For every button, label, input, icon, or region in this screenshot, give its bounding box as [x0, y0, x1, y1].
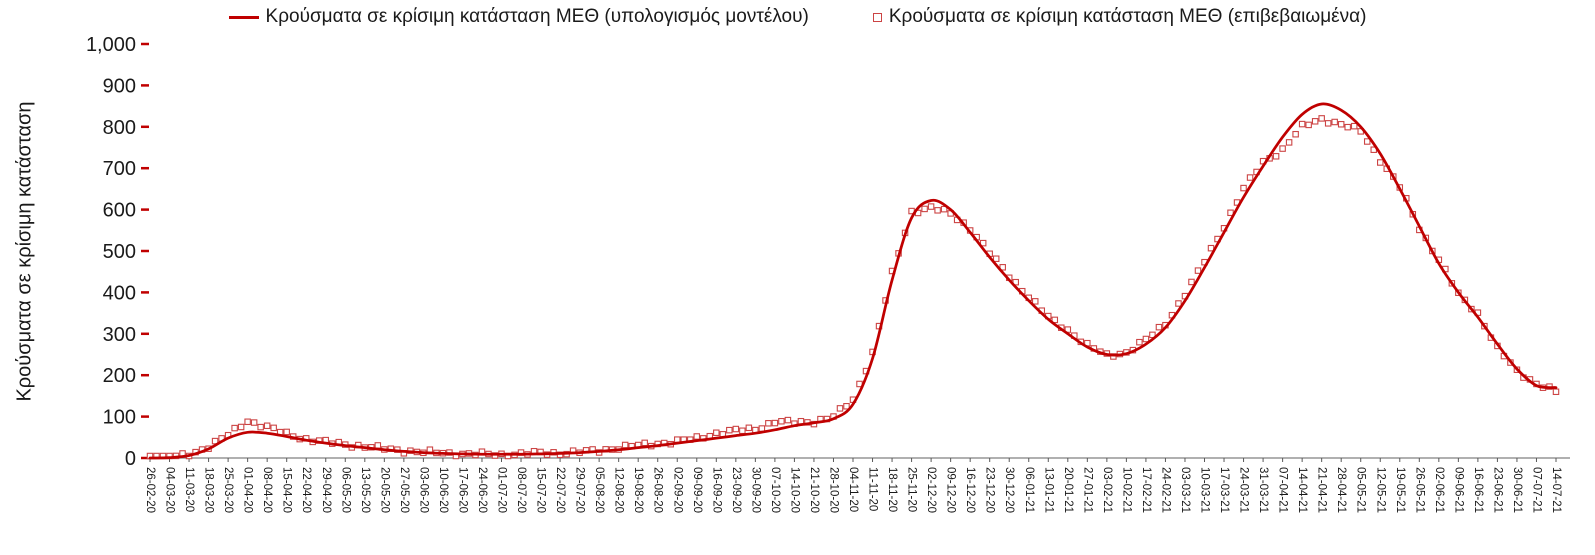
- x-tick-label: 12-05-21: [1374, 467, 1386, 513]
- x-tick-label: 08-04-20: [261, 467, 273, 513]
- x-tick-label: 09-09-20: [691, 467, 703, 513]
- y-tick-label: 400: [103, 282, 136, 304]
- x-tick-label: 14-07-21: [1550, 467, 1562, 513]
- y-tick-label: 500: [103, 241, 136, 263]
- series-model-line: [148, 102, 1558, 460]
- y-tick-label: 900: [103, 75, 136, 97]
- confirmed-square-swatch: [872, 12, 882, 22]
- x-tick-label: 25-03-20: [222, 467, 234, 513]
- x-tick-label: 06-05-20: [339, 467, 351, 513]
- x-tick-label: 23-09-20: [730, 467, 742, 513]
- x-tick-label: 09-06-21: [1452, 467, 1464, 513]
- x-tick-label: 06-01-21: [1023, 467, 1035, 513]
- x-tick-label: 18-03-20: [203, 467, 215, 513]
- x-tick-label: 01-07-20: [496, 467, 508, 513]
- x-tick-label: 10-03-21: [1199, 467, 1211, 513]
- x-tick-label: 28-10-20: [827, 467, 839, 513]
- x-tick-label: 24-02-21: [1159, 467, 1171, 513]
- legend-label-confirmed: Κρούσματα σε κρίσιμη κατάσταση ΜΕΘ (επιβ…: [888, 6, 1367, 27]
- x-tick-label: 10-06-20: [437, 467, 449, 513]
- y-tick-label: 700: [103, 158, 136, 180]
- x-tick-label: 29-07-20: [574, 467, 586, 513]
- x-tick-label: 24-03-21: [1238, 467, 1250, 513]
- series-confirmed-markers: [146, 115, 1560, 460]
- x-tick-label: 03-03-21: [1179, 467, 1191, 513]
- x-tick-label: 18-11-20: [886, 467, 898, 512]
- x-tick-label: 19-08-20: [632, 467, 644, 513]
- x-tick-label: 30-09-20: [749, 467, 761, 513]
- x-tick-label: 21-04-21: [1316, 467, 1328, 513]
- x-tick-label: 23-12-20: [984, 467, 996, 513]
- x-tick-label: 01-04-20: [242, 467, 254, 513]
- x-tick-label: 02-09-20: [671, 467, 683, 513]
- x-tick-label: 31-03-21: [1257, 467, 1269, 513]
- x-axis: 26-02-20 04-03-20 11-03-20 18-03-20 25-03-20…: [142, 457, 1570, 513]
- x-tick-label: 11-11-20: [867, 467, 879, 511]
- x-tick-label: 27-01-21: [1081, 467, 1093, 513]
- x-tick-label: 03-02-21: [1101, 467, 1113, 513]
- x-tick-label: 30-12-20: [1003, 467, 1015, 513]
- x-tick-label: 17-02-21: [1140, 467, 1152, 513]
- legend-item-confirmed: Κρούσματα σε κρίσιμη κατάσταση ΜΕΘ (επιβ…: [872, 6, 1367, 28]
- x-tick-label: 12-08-20: [613, 467, 625, 513]
- x-tick-label: 09-12-20: [945, 467, 957, 513]
- x-tick-label: 24-06-20: [476, 467, 488, 513]
- x-tick-label: 08-07-20: [515, 467, 527, 513]
- x-tick-label: 04-03-20: [164, 467, 176, 513]
- x-tick-label: 17-06-20: [456, 467, 468, 513]
- y-tick-label: 800: [103, 117, 136, 139]
- x-tick-label: 22-07-20: [554, 467, 566, 513]
- y-tick-label: 100: [103, 407, 136, 429]
- legend-label-model: Κρούσματα σε κρίσιμη κατάσταση ΜΕΘ (υπολ…: [265, 6, 809, 27]
- y-tick-label: 1,000: [86, 34, 136, 56]
- model-line-swatch: [228, 15, 259, 19]
- x-tick-label: 25-11-20: [906, 467, 918, 512]
- x-tick-label: 30-06-21: [1511, 467, 1523, 513]
- x-tick-label: 13-01-21: [1042, 467, 1054, 513]
- x-tick-label: 14-10-20: [788, 467, 800, 513]
- y-tick-label: 0: [125, 448, 136, 470]
- x-tick-label: 15-04-20: [281, 467, 293, 513]
- x-tick-label: 04-11-20: [847, 467, 859, 512]
- x-tick-label: 11-03-20: [183, 467, 195, 512]
- x-tick-label: 05-08-20: [593, 467, 605, 513]
- x-tick-label: 28-04-21: [1335, 467, 1347, 513]
- chart-legend: Κρούσματα σε κρίσιμη κατάσταση ΜΕΘ (υπολ…: [0, 6, 1595, 28]
- x-tick-label: 17-03-21: [1218, 467, 1230, 513]
- x-tick-label: 07-07-21: [1530, 467, 1542, 513]
- legend-item-model: Κρούσματα σε κρίσιμη κατάσταση ΜΕΘ (υπολ…: [228, 6, 809, 28]
- x-tick-label: 19-05-21: [1394, 467, 1406, 513]
- x-tick-label: 02-12-20: [925, 467, 937, 513]
- x-tick-label: 03-06-20: [417, 467, 429, 513]
- x-tick-label: 16-06-21: [1472, 467, 1484, 513]
- y-tick-label: 600: [103, 200, 136, 222]
- x-tick-label: 20-05-20: [378, 467, 390, 513]
- x-tick-label: 26-02-20: [144, 467, 156, 513]
- x-tick-label: 07-04-21: [1277, 467, 1289, 513]
- x-tick-label: 02-06-21: [1433, 467, 1445, 513]
- x-tick-label: 16-09-20: [710, 467, 722, 513]
- x-tick-label: 21-10-20: [808, 467, 820, 513]
- x-tick-label: 26-05-21: [1413, 467, 1425, 513]
- x-tick-label: 22-04-20: [300, 467, 312, 513]
- x-tick-label: 07-10-20: [769, 467, 781, 513]
- x-tick-label: 14-04-21: [1296, 467, 1308, 513]
- x-tick-label: 23-06-21: [1491, 467, 1503, 513]
- x-tick-label: 16-12-20: [964, 467, 976, 513]
- x-tick-label: 15-07-20: [535, 467, 547, 513]
- y-tick-label: 200: [103, 365, 136, 387]
- x-tick-label: 27-05-20: [398, 467, 410, 513]
- x-tick-label: 26-08-20: [652, 467, 664, 513]
- x-tick-label: 20-01-21: [1062, 467, 1074, 513]
- y-axis: 0 100 200 300 400 500 600 700 800 900 1,000: [86, 34, 149, 470]
- x-tick-label: 29-04-20: [320, 467, 332, 513]
- x-tick-label: 10-02-21: [1120, 467, 1132, 513]
- x-tick-label: 13-05-20: [359, 467, 371, 513]
- x-tick-label: 05-05-21: [1355, 467, 1367, 513]
- y-tick-label: 300: [103, 324, 136, 346]
